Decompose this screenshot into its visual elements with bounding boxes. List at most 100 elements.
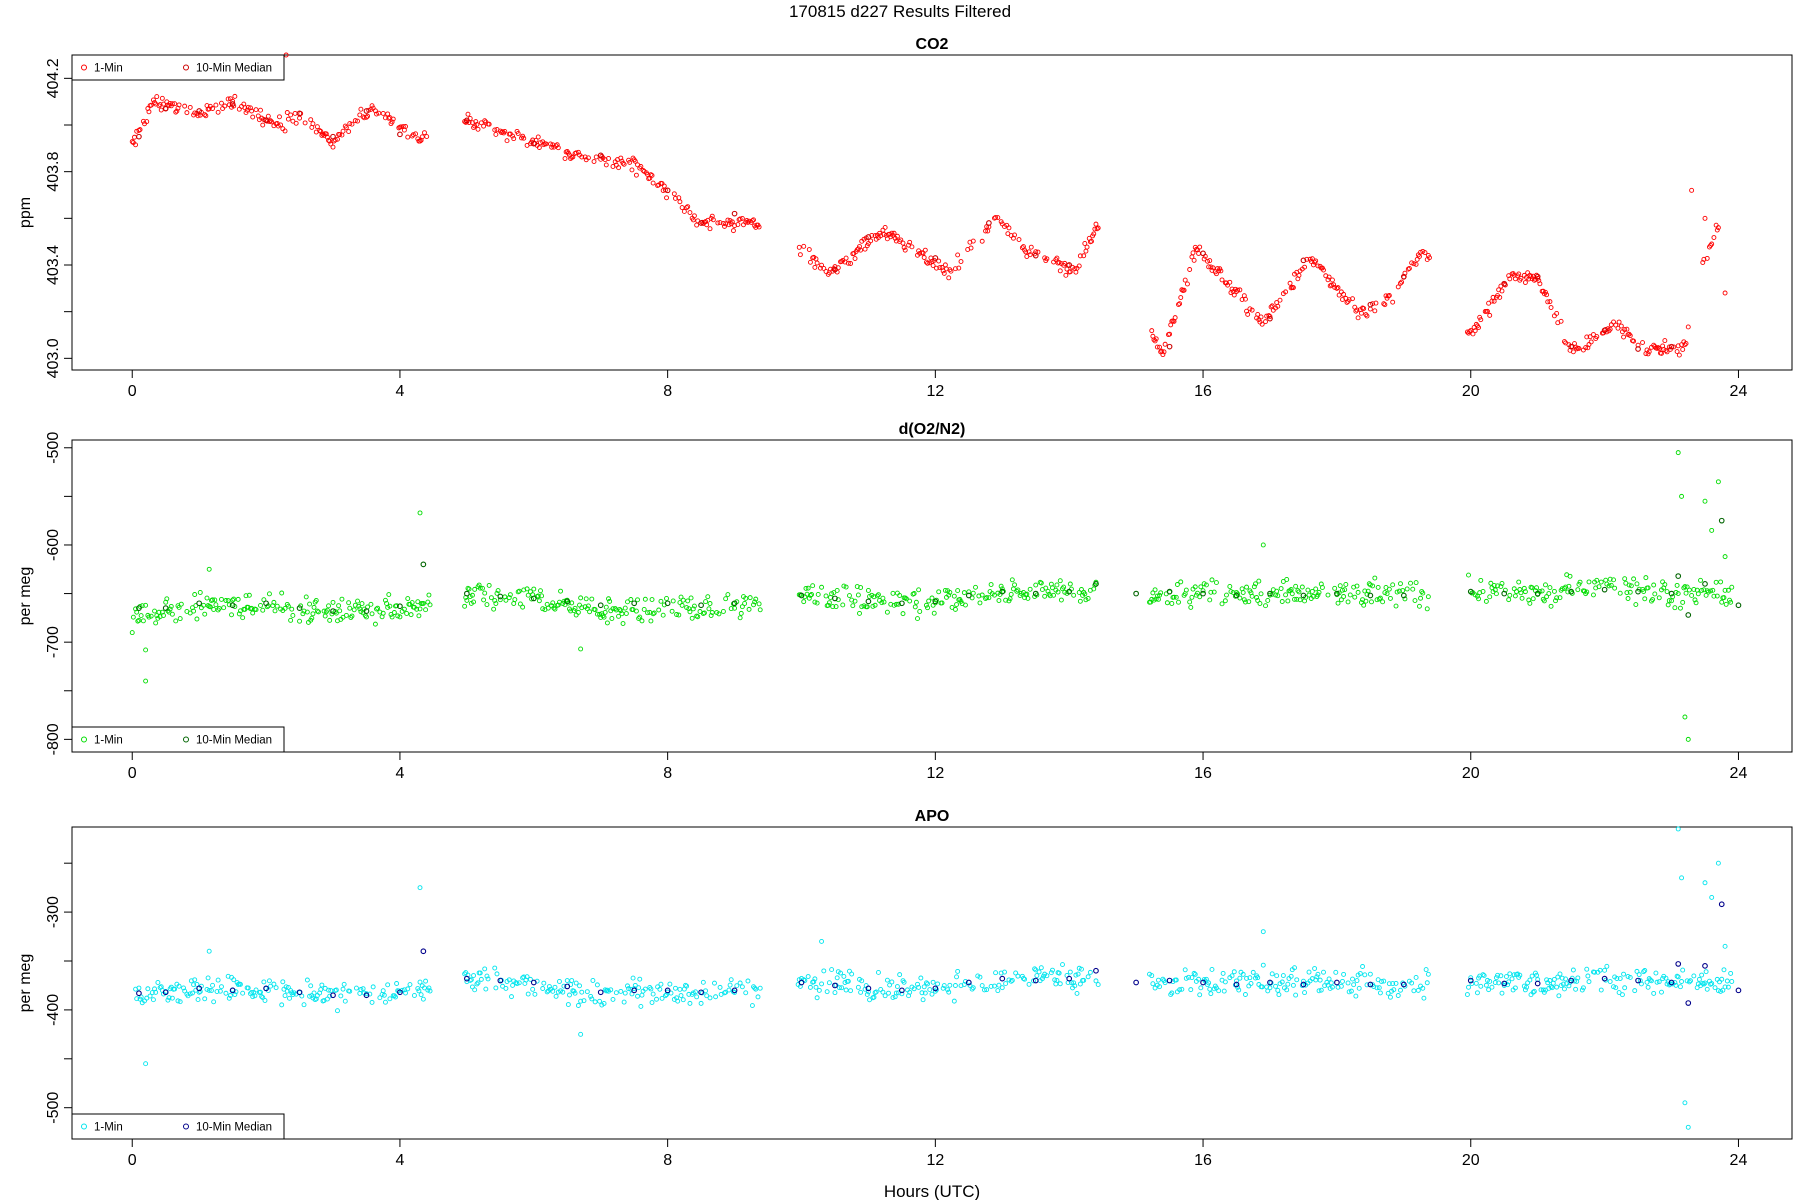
- one-min-point: [393, 994, 398, 1000]
- one-min-point: [642, 596, 648, 602]
- one-min-point: [253, 107, 259, 113]
- one-min-point: [923, 602, 929, 608]
- one-min-point: [1663, 975, 1669, 981]
- one-min-point: [1386, 293, 1392, 298]
- one-min-point: [277, 114, 282, 120]
- one-min-point: [1728, 970, 1734, 976]
- one-min-point: [424, 134, 430, 140]
- one-min-series: [133, 826, 1735, 1130]
- one-min-point: [1591, 592, 1596, 598]
- one-min-point: [1351, 982, 1357, 988]
- one-min-point: [243, 110, 249, 116]
- one-min-point: [517, 601, 523, 607]
- one-min-point: [1656, 979, 1662, 985]
- median-point: [1300, 592, 1307, 599]
- one-min-point: [1537, 281, 1543, 287]
- one-min-point: [1304, 256, 1310, 262]
- one-min-point: [660, 612, 666, 618]
- median-point: [196, 985, 203, 992]
- median-point: [296, 605, 303, 611]
- one-min-point: [998, 583, 1004, 589]
- one-min-point: [952, 983, 958, 988]
- one-min-point: [941, 270, 947, 276]
- one-min-point: [1036, 969, 1042, 975]
- one-min-point: [249, 108, 255, 114]
- one-min-point: [166, 609, 172, 615]
- one-min-point: [887, 982, 893, 988]
- one-min-point: [1525, 980, 1531, 986]
- one-min-point: [1604, 963, 1610, 969]
- one-min-point: [963, 979, 968, 984]
- one-min-point: [527, 976, 533, 982]
- one-min-point: [1274, 588, 1280, 594]
- one-min-point: [741, 222, 746, 228]
- one-min-point: [1398, 581, 1403, 587]
- one-min-point: [1222, 598, 1228, 604]
- one-min-point: [678, 993, 684, 998]
- one-min-point: [318, 987, 324, 993]
- y-tick-label: 404.2: [45, 58, 62, 98]
- one-min-point: [1296, 272, 1302, 278]
- one-min-point: [1335, 600, 1341, 606]
- one-min-point: [841, 973, 847, 979]
- one-min-point: [1545, 299, 1551, 305]
- one-min-point: [915, 616, 920, 622]
- one-min-point: [1341, 594, 1347, 599]
- x-tick-label: 16: [1194, 383, 1212, 400]
- one-min-point: [143, 1061, 149, 1067]
- one-min-point: [1014, 588, 1020, 594]
- one-min-point: [288, 617, 294, 623]
- one-min-point: [1376, 596, 1382, 602]
- one-min-point: [515, 131, 521, 136]
- one-min-point: [890, 995, 896, 1001]
- one-min-point: [649, 1000, 655, 1005]
- one-min-point: [481, 123, 487, 129]
- one-min-point: [1562, 986, 1567, 992]
- one-min-point: [555, 602, 561, 608]
- one-min-point: [677, 199, 683, 205]
- median-point: [1675, 573, 1682, 579]
- one-min-point: [942, 262, 948, 268]
- one-min-point: [739, 215, 745, 221]
- one-min-point: [1148, 599, 1154, 605]
- one-min-point: [810, 583, 816, 589]
- one-min-point: [1409, 980, 1415, 986]
- one-min-point: [640, 167, 646, 173]
- median-point: [965, 592, 972, 599]
- one-min-point: [175, 998, 181, 1004]
- one-min-point: [475, 980, 481, 986]
- one-min-point: [1034, 592, 1040, 598]
- one-min-point: [1682, 584, 1688, 590]
- one-min-point: [308, 983, 314, 989]
- median-point: [136, 133, 142, 140]
- one-min-point: [349, 613, 355, 619]
- one-min-point: [1224, 592, 1229, 598]
- one-min-point: [664, 596, 669, 601]
- one-min-point: [946, 989, 952, 995]
- one-min-point: [1715, 479, 1721, 485]
- one-min-point: [621, 161, 627, 167]
- one-min-point: [327, 993, 333, 999]
- one-min-point: [472, 586, 478, 592]
- one-min-point: [1598, 987, 1604, 993]
- median-point: [1166, 977, 1173, 984]
- one-min-point: [1402, 596, 1408, 602]
- x-tick-label: 12: [926, 383, 944, 400]
- one-min-point: [549, 144, 555, 150]
- one-min-point: [176, 983, 182, 989]
- one-min-point: [1015, 973, 1021, 979]
- one-min-point: [1081, 977, 1087, 983]
- one-min-point: [940, 985, 946, 991]
- one-min-point: [826, 980, 832, 986]
- one-min-point: [930, 263, 936, 269]
- one-min-point: [1072, 983, 1078, 989]
- one-min-point: [1624, 326, 1630, 332]
- one-min-point: [146, 614, 152, 620]
- one-min-point: [349, 121, 355, 127]
- one-min-point: [405, 986, 411, 992]
- one-min-point: [1548, 984, 1554, 990]
- one-min-point: [1474, 593, 1480, 599]
- one-min-point: [1027, 252, 1033, 258]
- one-min-point: [1628, 583, 1634, 589]
